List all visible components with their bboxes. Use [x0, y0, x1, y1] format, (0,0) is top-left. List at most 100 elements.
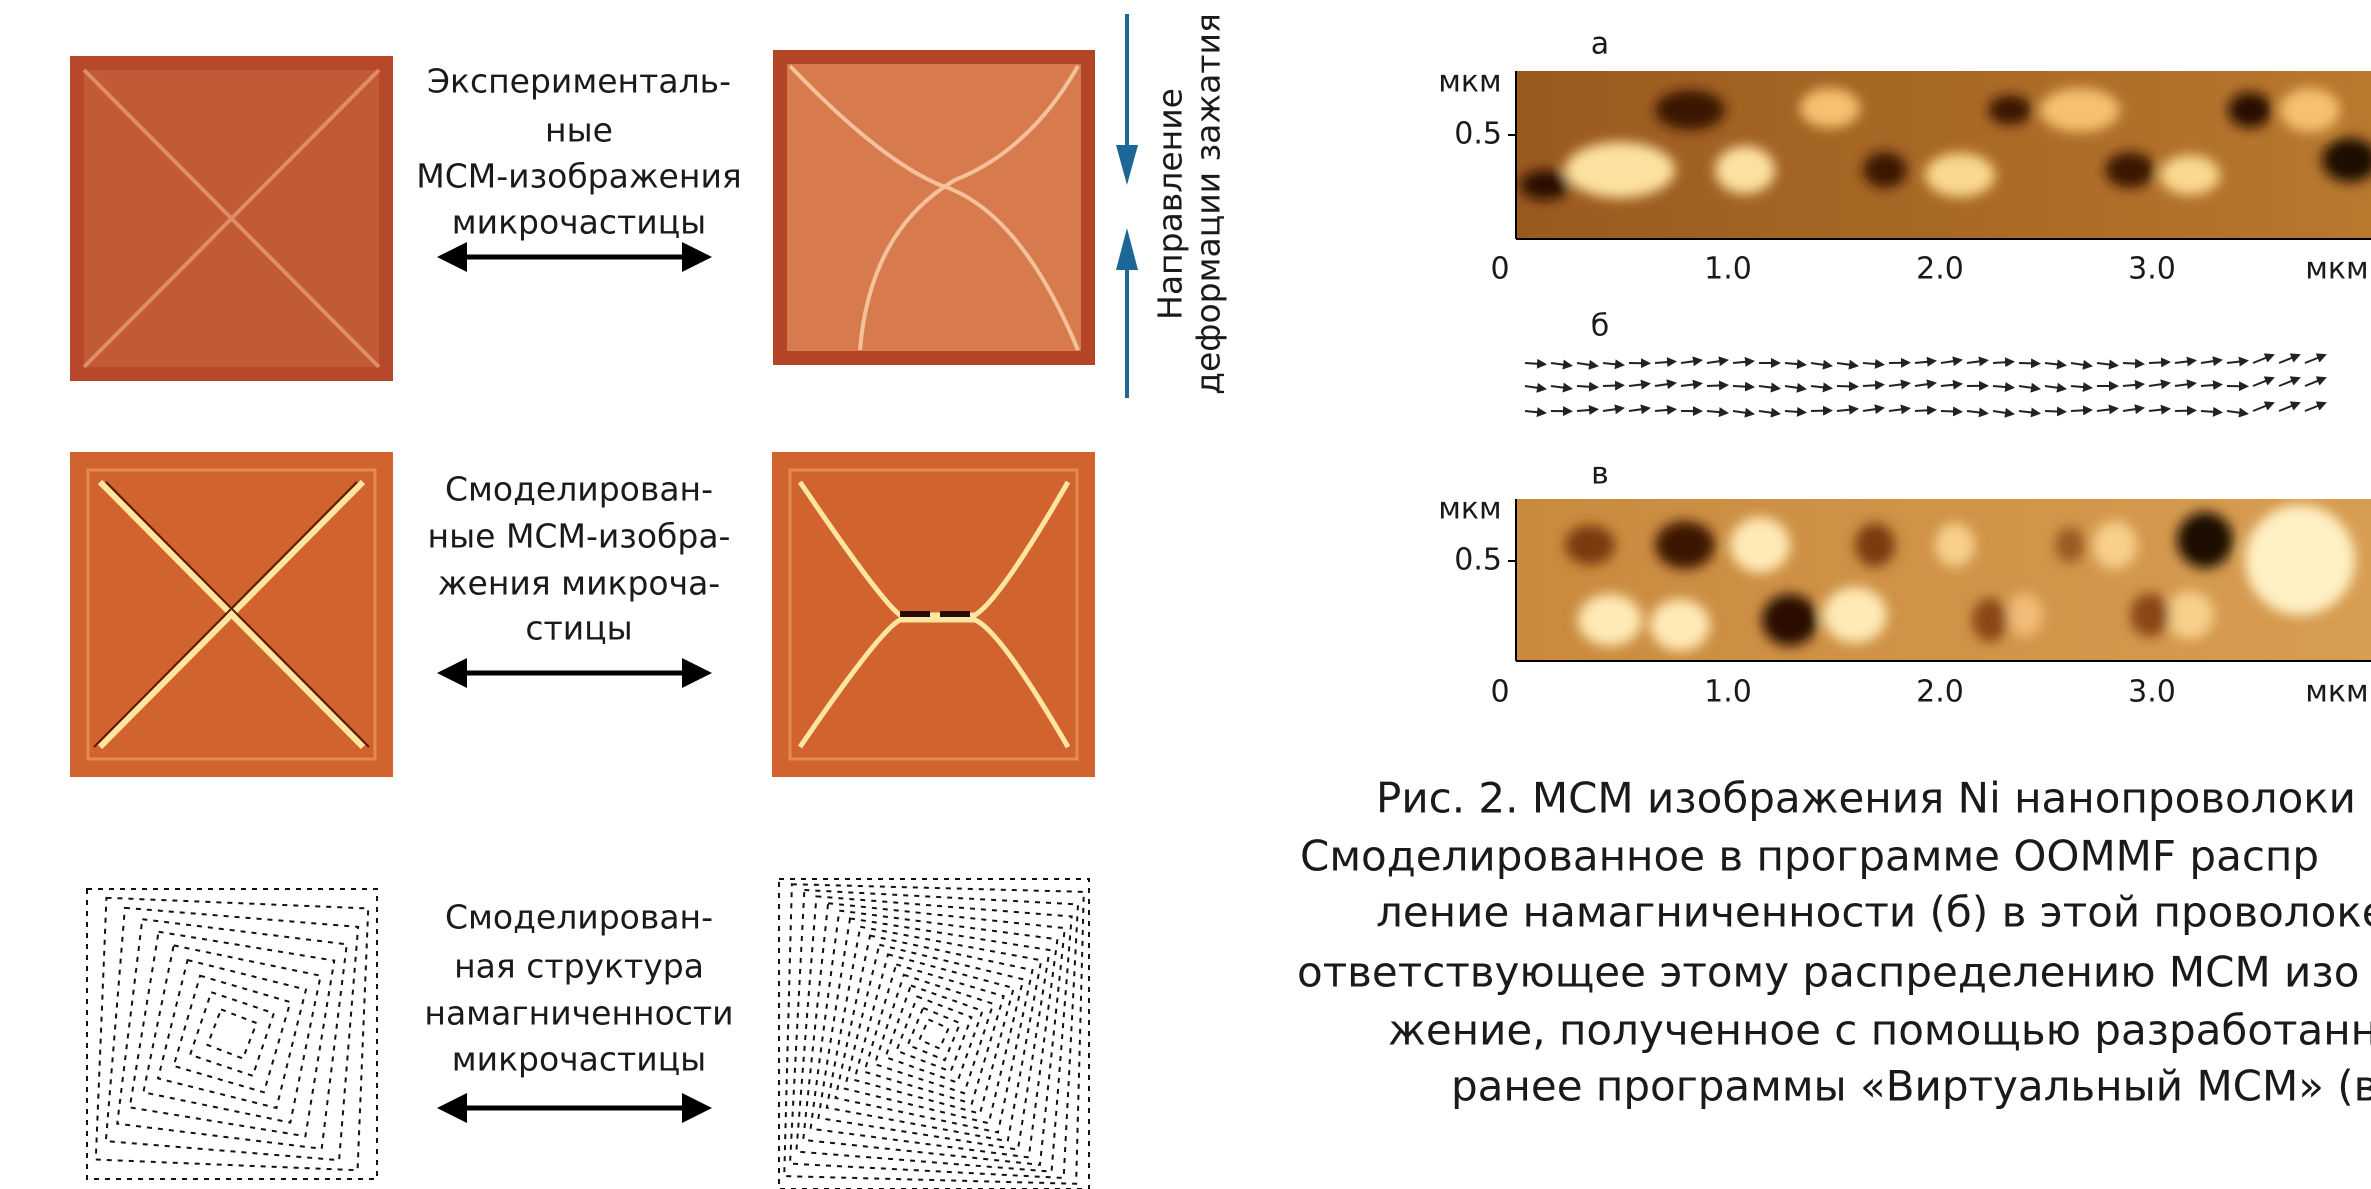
panel-description: Смоделирован-	[445, 898, 713, 937]
vortex-ring	[811, 911, 1058, 1158]
vector-arrow	[1837, 409, 1857, 411]
vortex-ring	[790, 890, 1078, 1178]
vector-arrow	[2123, 384, 2143, 386]
y-unit: мкм	[1438, 492, 1501, 527]
vector-arrow	[2123, 363, 2143, 364]
vector-arrow	[1603, 363, 1623, 365]
vector-arrow	[1733, 386, 1753, 387]
vector-arrow	[1837, 386, 1857, 387]
x-unit: мкм	[2305, 675, 2368, 710]
deformation-arrows	[1116, 14, 1138, 398]
vector-arrow	[1915, 383, 1935, 386]
vortex-ring	[207, 1009, 256, 1058]
vector-arrow	[1863, 385, 1883, 386]
caption-line: Рис. 2. МСМ изображения Ni нанопроволоки	[1376, 774, 2356, 823]
vortex-ring	[87, 889, 377, 1179]
vortex-ring	[796, 896, 1071, 1171]
vector-arrow	[2071, 410, 2091, 411]
vortex-ring	[875, 975, 993, 1093]
vector-arrow	[1577, 363, 1597, 366]
vortex-ring	[836, 936, 1033, 1133]
x-tick-label: 2.0	[1916, 252, 1964, 287]
mfm-experimental-right	[773, 50, 1095, 365]
panel-letter: в	[1591, 457, 1609, 492]
vector-arrow	[1707, 360, 1727, 363]
x-tick-label: 2.0	[1916, 675, 1964, 710]
vector-arrow	[1785, 386, 1805, 389]
vector-arrow	[1889, 383, 1909, 386]
x-tick-label: 3.0	[2128, 252, 2176, 287]
vector-arrow	[1811, 363, 1831, 366]
x-tick-label: 0	[1490, 252, 1509, 287]
vector-arrow	[2175, 383, 2195, 386]
panel-description: микрочастицы	[452, 203, 706, 242]
vortex-ring	[130, 932, 335, 1137]
panel-description: жения микроча-	[438, 564, 720, 603]
caption-line: ответствующее этому распределению МСМ из…	[1297, 948, 2359, 997]
mfm-simulated-left	[70, 452, 393, 777]
vector-arrow	[1551, 363, 1571, 366]
vortex-ring	[158, 960, 306, 1108]
vector-arrow	[2097, 408, 2117, 411]
vector-arrow	[1629, 384, 1649, 386]
panel-description: ные	[545, 111, 613, 150]
vector-arrow	[1525, 386, 1545, 389]
vector-arrow	[2175, 410, 2195, 411]
vortex-ring	[818, 918, 1049, 1149]
panel-description: ная структура	[454, 947, 704, 986]
vortex-ring	[908, 1008, 960, 1060]
panel-description: Смоделирован-	[445, 470, 713, 509]
vortex-ring	[174, 976, 291, 1093]
panel-description: МСМ-изображения	[416, 157, 742, 196]
panel-description: Эксперименталь-	[427, 62, 731, 101]
vector-arrow	[2123, 408, 2143, 411]
vector-arrow	[1993, 411, 2013, 414]
vector-arrow	[1759, 386, 1779, 389]
vortex-ring	[897, 997, 972, 1072]
wire-magnetization-vectors	[1525, 355, 2325, 414]
vortex-ring	[845, 945, 1023, 1123]
vector-arrow	[1707, 411, 1727, 413]
vector-arrow	[2253, 355, 2273, 363]
vector-arrow	[1629, 408, 1649, 411]
vector-arrow	[1941, 360, 1961, 363]
vector-arrow	[1863, 363, 1883, 365]
wire-mfm-experimental	[1516, 71, 2371, 239]
vector-arrow	[1967, 360, 1987, 363]
vector-arrow	[1785, 411, 1805, 412]
panel-letter: б	[1591, 309, 1610, 344]
vector-arrow	[2045, 363, 2065, 365]
vortex-ring	[106, 908, 358, 1160]
deformation-label: деформации зажатия	[1189, 13, 1228, 395]
vector-arrow	[2253, 403, 2273, 411]
vector-arrow	[2071, 386, 2091, 388]
vector-arrow	[1993, 386, 2013, 388]
vector-arrow	[2019, 411, 2039, 413]
vector-arrow	[2227, 411, 2247, 414]
caption-line: ранее программы «Виртуальный МСМ» (в)	[1451, 1062, 2371, 1111]
y-unit: мкм	[1438, 65, 1501, 100]
vector-arrow	[2279, 355, 2299, 363]
vector-arrow	[2201, 411, 2221, 412]
vector-arrow	[2019, 386, 2039, 389]
vortex-ring	[885, 985, 982, 1082]
vector-arrow	[1707, 385, 1727, 386]
vector-arrow	[2175, 361, 2195, 363]
vector-arrow	[1655, 409, 1675, 411]
vector-arrow	[1577, 386, 1597, 387]
vector-arrow	[1863, 408, 1883, 411]
panel-description: ные МСМ-изобра-	[428, 517, 731, 556]
vortex-ring	[827, 927, 1041, 1141]
mfm-experimental-left	[70, 56, 393, 381]
caption-line: ление намагниченности (б) в этой проволо…	[1376, 888, 2371, 937]
vector-arrow	[1603, 408, 1623, 411]
mfm-simulated-right	[772, 452, 1095, 777]
vector-arrow	[1681, 360, 1701, 363]
vector-arrow	[1811, 386, 1831, 388]
x-tick-label: 1.0	[1704, 675, 1752, 710]
vortex-ring	[854, 954, 1013, 1113]
vector-arrow	[1915, 410, 1935, 411]
vortex-ring	[117, 919, 347, 1149]
vortex-ring	[190, 992, 274, 1076]
wire-mfm-simulated	[1516, 499, 2371, 661]
